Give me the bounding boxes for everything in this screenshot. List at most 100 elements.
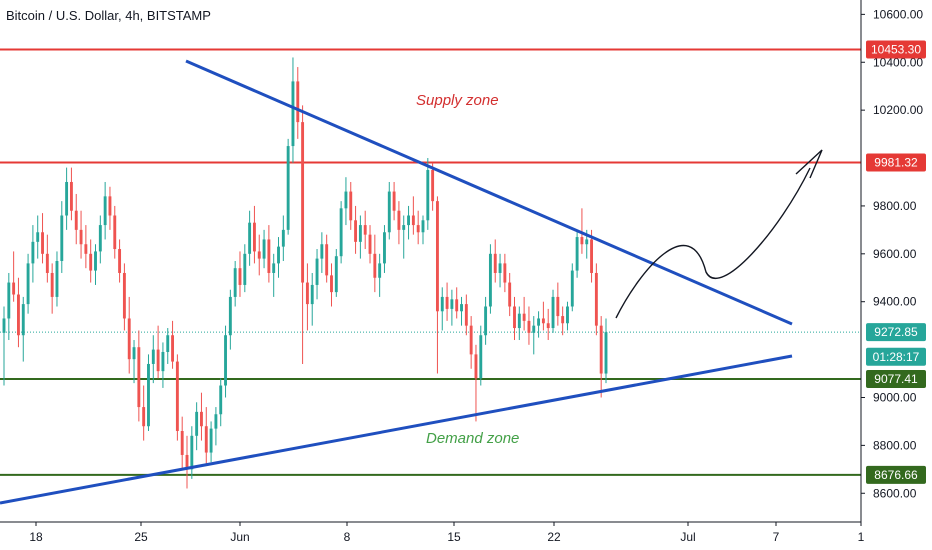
candle — [204, 426, 208, 453]
candle — [392, 191, 396, 211]
candle — [142, 407, 146, 427]
candle — [166, 335, 170, 352]
candle — [566, 306, 569, 324]
candle — [354, 220, 358, 242]
candle — [551, 296, 555, 329]
candle — [541, 318, 545, 324]
price-tag-0 — [866, 40, 926, 59]
candle — [580, 237, 584, 245]
chart-title: Bitcoin / U.S. Dollar, 4h, BITSTAMP — [6, 8, 211, 23]
candle — [252, 222, 256, 252]
time-tick-label: Jul — [680, 530, 695, 544]
price-tag-label-3: 01:28:17 — [873, 350, 920, 364]
price-axis: 10600.00 10400.00 10200.00 9800.00 9600.00 94… — [861, 7, 923, 500]
candle — [175, 361, 179, 432]
candle — [305, 282, 309, 305]
candle — [599, 325, 603, 374]
candle — [195, 411, 199, 436]
candle — [455, 299, 459, 312]
price-tag-label-5: 8676.66 — [874, 468, 918, 482]
time-axis: 18 25 Jun 8 15 22 Jul 7 1 — [29, 522, 865, 544]
candle — [267, 239, 271, 273]
candle — [421, 220, 425, 233]
candle — [339, 208, 343, 257]
price-tag-5 — [866, 465, 926, 484]
candle — [513, 306, 516, 329]
candle — [363, 225, 367, 235]
candle — [281, 229, 285, 247]
candle — [561, 316, 565, 324]
candle — [479, 335, 483, 379]
candle — [464, 304, 468, 326]
price-tick-label: 10400.00 — [873, 55, 923, 69]
candle — [228, 296, 232, 336]
candle — [402, 225, 406, 230]
candle — [383, 232, 386, 264]
price-tick-label: 9800.00 — [873, 199, 917, 213]
price-tag-label-2: 9272.85 — [874, 325, 918, 339]
candle — [378, 263, 382, 278]
candle — [315, 258, 319, 285]
candle — [604, 332, 608, 374]
candle — [469, 325, 473, 355]
candle — [209, 428, 213, 453]
candle — [98, 225, 102, 252]
candle — [2, 318, 6, 333]
price-tag-4 — [866, 369, 926, 388]
candle — [122, 272, 126, 319]
candle — [41, 232, 44, 254]
drawings-group: Supply zone Demand zone — [0, 59, 823, 505]
candle — [570, 270, 574, 307]
candle — [214, 414, 218, 429]
candle — [50, 272, 54, 297]
candle — [325, 244, 329, 276]
candle — [296, 81, 300, 123]
candle — [248, 222, 252, 254]
candle — [127, 318, 131, 360]
candle — [387, 191, 391, 233]
price-tick-label: 8600.00 — [873, 486, 917, 500]
candle — [488, 253, 492, 307]
price-tag-1 — [866, 153, 926, 172]
candle — [219, 385, 223, 415]
price-tick-label: 9600.00 — [873, 247, 917, 261]
time-tick-label: 8 — [344, 530, 351, 544]
candle — [277, 246, 280, 264]
candle — [435, 201, 439, 312]
candle — [450, 299, 454, 309]
candle — [185, 454, 189, 470]
candle — [416, 225, 420, 233]
price-tag-3 — [866, 347, 926, 366]
candle — [474, 354, 478, 379]
candle — [527, 320, 531, 333]
candle — [368, 234, 372, 254]
candle — [84, 244, 88, 254]
candle — [330, 275, 333, 293]
candle — [349, 191, 353, 221]
candle — [156, 349, 160, 372]
candle — [26, 263, 30, 305]
candle — [431, 170, 435, 202]
candle — [310, 284, 314, 305]
candle — [60, 215, 64, 261]
candle — [55, 261, 59, 297]
price-tick-label: 9000.00 — [873, 390, 917, 404]
horizontal-levels — [0, 48, 861, 476]
candle — [45, 253, 49, 273]
lower-trendline — [0, 354, 793, 505]
candle — [151, 349, 155, 364]
price-tag-label-0: 10453.30 — [871, 42, 921, 56]
candle — [103, 196, 107, 226]
candle — [286, 146, 290, 230]
candle — [79, 229, 83, 245]
candle — [243, 253, 247, 285]
candle — [94, 251, 97, 271]
candle — [301, 122, 305, 283]
price-tag-2 — [866, 323, 926, 342]
time-tick-label: 22 — [547, 530, 561, 544]
candle — [132, 347, 136, 360]
price-tag-label-1: 9981.32 — [874, 156, 918, 170]
price-tags: 10453.30 9981.32 9272.85 01:28:17 9077.41 867… — [866, 40, 926, 484]
supply-zone-label: Supply zone — [416, 92, 499, 109]
